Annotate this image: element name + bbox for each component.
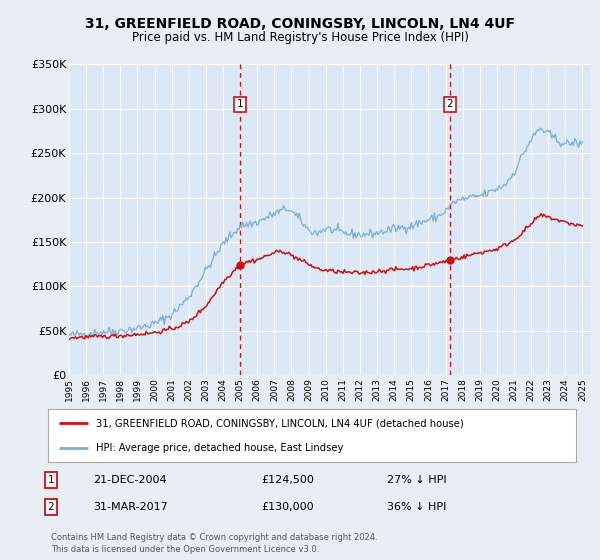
Text: 1: 1 [236, 99, 243, 109]
Text: 2: 2 [47, 502, 55, 512]
Text: 31-MAR-2017: 31-MAR-2017 [93, 502, 168, 512]
Text: 27% ↓ HPI: 27% ↓ HPI [387, 475, 446, 485]
Text: £124,500: £124,500 [261, 475, 314, 485]
Text: 31, GREENFIELD ROAD, CONINGSBY, LINCOLN, LN4 4UF: 31, GREENFIELD ROAD, CONINGSBY, LINCOLN,… [85, 17, 515, 31]
Text: 2: 2 [446, 99, 453, 109]
Text: 31, GREENFIELD ROAD, CONINGSBY, LINCOLN, LN4 4UF (detached house): 31, GREENFIELD ROAD, CONINGSBY, LINCOLN,… [95, 418, 463, 428]
Text: Price paid vs. HM Land Registry's House Price Index (HPI): Price paid vs. HM Land Registry's House … [131, 31, 469, 44]
Text: HPI: Average price, detached house, East Lindsey: HPI: Average price, detached house, East… [95, 442, 343, 452]
Text: Contains HM Land Registry data © Crown copyright and database right 2024.
This d: Contains HM Land Registry data © Crown c… [51, 533, 377, 554]
Text: 1: 1 [47, 475, 55, 485]
Text: £130,000: £130,000 [261, 502, 314, 512]
Text: 36% ↓ HPI: 36% ↓ HPI [387, 502, 446, 512]
Text: 21-DEC-2004: 21-DEC-2004 [93, 475, 167, 485]
